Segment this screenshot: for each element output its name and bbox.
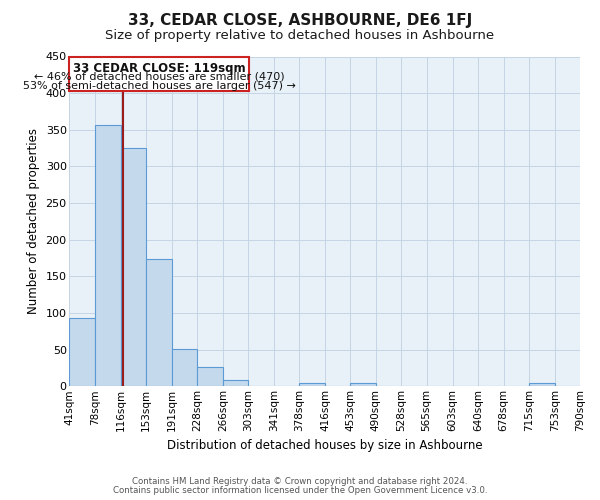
Bar	[299, 382, 325, 386]
Text: 53% of semi-detached houses are larger (547) →: 53% of semi-detached houses are larger (…	[23, 80, 296, 90]
Text: 33, CEDAR CLOSE, ASHBOURNE, DE6 1FJ: 33, CEDAR CLOSE, ASHBOURNE, DE6 1FJ	[128, 12, 472, 28]
Text: 33 CEDAR CLOSE: 119sqm: 33 CEDAR CLOSE: 119sqm	[73, 62, 246, 76]
Text: Contains HM Land Registry data © Crown copyright and database right 2024.: Contains HM Land Registry data © Crown c…	[132, 477, 468, 486]
Bar	[350, 382, 376, 386]
Bar	[172, 349, 197, 387]
Bar	[223, 380, 248, 386]
FancyBboxPatch shape	[70, 56, 250, 91]
Bar	[197, 367, 223, 386]
Text: ← 46% of detached houses are smaller (470): ← 46% of detached houses are smaller (47…	[34, 72, 285, 82]
Text: Size of property relative to detached houses in Ashbourne: Size of property relative to detached ho…	[106, 29, 494, 42]
Text: Contains public sector information licensed under the Open Government Licence v3: Contains public sector information licen…	[113, 486, 487, 495]
Bar	[529, 382, 555, 386]
Bar	[95, 124, 121, 386]
X-axis label: Distribution of detached houses by size in Ashbourne: Distribution of detached houses by size …	[167, 440, 482, 452]
Y-axis label: Number of detached properties: Number of detached properties	[27, 128, 40, 314]
Bar	[70, 318, 95, 386]
Bar	[121, 148, 146, 386]
Bar	[146, 260, 172, 386]
